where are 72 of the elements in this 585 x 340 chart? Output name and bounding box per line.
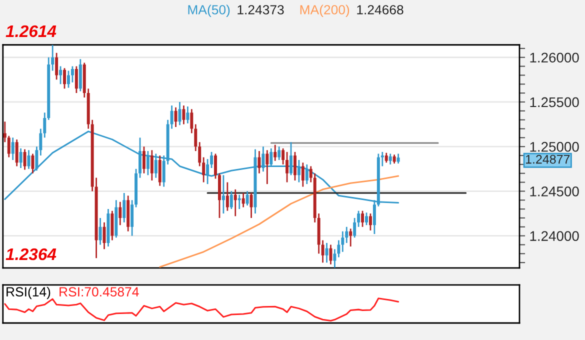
candlestick <box>74 66 78 94</box>
candlestick <box>55 52 58 80</box>
candlestick <box>11 136 14 161</box>
text: MA(50) <box>188 4 230 18</box>
candlestick <box>142 146 146 174</box>
text: 1.2614 <box>6 25 56 38</box>
candlestick <box>266 149 269 185</box>
candlestick <box>158 154 162 187</box>
candlestick <box>353 217 356 238</box>
candlestick <box>274 144 277 162</box>
line-series <box>159 175 400 268</box>
text: 1.24373 <box>238 5 284 14</box>
candlestick <box>67 70 70 88</box>
candlestick <box>384 152 388 164</box>
y-tick-label: 1.25000 <box>530 142 579 152</box>
candlestick <box>361 210 364 228</box>
y-tick-label: 1.24000 <box>530 231 579 241</box>
candlestick <box>368 212 372 232</box>
candlestick <box>19 148 22 169</box>
candlestick <box>138 136 142 179</box>
candlestick <box>258 150 261 174</box>
text: 1.24877 <box>526 154 570 164</box>
annotation: 1.2364 <box>6 248 56 260</box>
candlestick <box>396 153 400 164</box>
candlestick <box>278 146 281 161</box>
candlestick <box>154 153 158 179</box>
candlestick <box>226 182 229 212</box>
candlestick <box>325 242 328 264</box>
candlestick <box>122 192 126 224</box>
candlestick <box>98 217 102 246</box>
y-tick-label: 1.24500 <box>530 186 579 196</box>
candlestick <box>214 153 217 180</box>
candlestick <box>262 146 265 172</box>
text: 1.24668 <box>357 5 404 14</box>
candlestick <box>110 210 114 241</box>
candlestick <box>349 228 352 248</box>
series-label: RSI:70.45874 <box>60 287 139 297</box>
candlestick <box>246 190 249 206</box>
candlestick <box>329 244 332 266</box>
y-tick-label: 1.26000 <box>530 52 579 63</box>
candlestick <box>7 135 10 158</box>
text: MA(200) <box>300 4 350 18</box>
candlestick <box>150 149 154 182</box>
candlestick <box>365 212 368 226</box>
candlestick <box>341 230 344 253</box>
candlestick <box>23 148 26 170</box>
candlestick <box>59 66 62 85</box>
candlestick <box>206 158 210 185</box>
chart-title: RSI(14) <box>6 286 50 300</box>
candlestick <box>230 190 233 210</box>
candlestick <box>174 106 178 128</box>
candlestick <box>250 192 253 219</box>
candlestick <box>286 151 289 183</box>
candlestick <box>186 106 190 124</box>
candlestick <box>70 66 74 84</box>
candlestick <box>234 188 237 217</box>
candlestick <box>118 201 122 226</box>
candlestick <box>305 164 308 185</box>
y-tick-label: 1.25500 <box>530 97 579 108</box>
candlestick <box>297 159 300 183</box>
candlestick <box>290 141 292 176</box>
candlestick <box>388 153 392 166</box>
candlestick <box>333 248 336 268</box>
candlestick <box>15 138 18 167</box>
candlestick <box>31 153 34 174</box>
candlestick <box>146 150 150 176</box>
candlestick <box>293 151 296 182</box>
candlestick <box>301 162 304 188</box>
candlestick <box>63 67 66 90</box>
candlestick <box>270 148 273 167</box>
candlestick <box>182 104 186 125</box>
candlestick <box>242 192 245 208</box>
